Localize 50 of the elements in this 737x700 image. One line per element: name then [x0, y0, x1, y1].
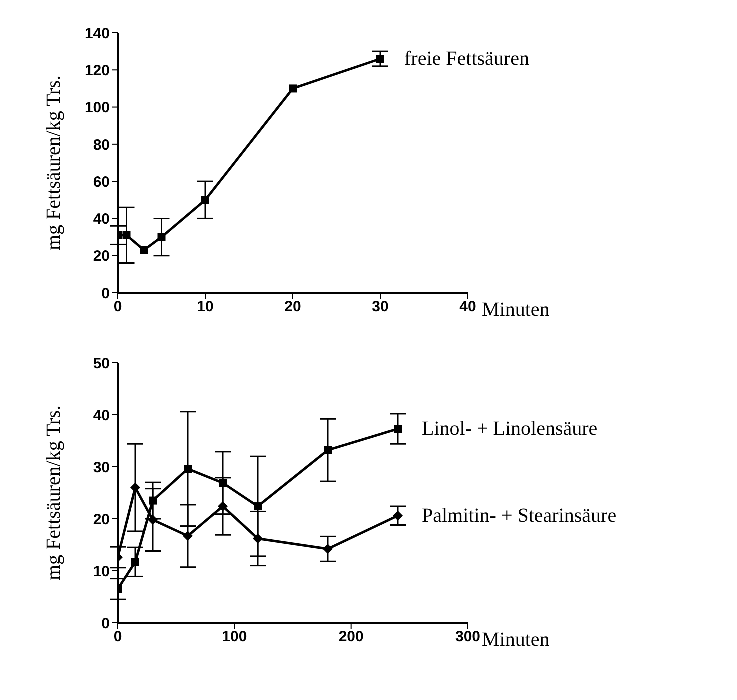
x-axis-title: Minuten [482, 629, 550, 651]
point [394, 425, 402, 434]
y-tick-label: 50 [93, 355, 110, 372]
y-tick-label: 20 [93, 511, 110, 528]
x-axis-title: Minuten [482, 299, 550, 321]
y-tick-label: 40 [93, 407, 110, 424]
x-tick-label: 0 [114, 298, 122, 316]
y-axis-title: mg Fettsäuren/kg Trs. [43, 405, 66, 581]
point [253, 534, 263, 544]
y-tick-label: 100 [84, 100, 110, 117]
y-tick-label: 0 [102, 615, 110, 632]
point [148, 515, 158, 526]
point [132, 558, 140, 566]
point [122, 231, 131, 240]
series-label: freie Fettsäuren [404, 48, 530, 70]
x-tick-label: 40 [460, 298, 476, 316]
point [140, 246, 148, 254]
series-label: Palmitin- + Stearinsäure [422, 504, 617, 527]
point [130, 482, 140, 493]
y-tick-label: 60 [93, 174, 110, 191]
point [289, 84, 297, 93]
point [202, 196, 210, 204]
y-tick-label: 10 [93, 563, 110, 580]
point [219, 479, 227, 488]
x-tick-label: 300 [455, 628, 481, 646]
y-tick-label: 20 [93, 248, 110, 266]
y-tick-label: 140 [84, 25, 110, 42]
point [184, 465, 192, 474]
y-tick-label: 120 [84, 62, 110, 80]
x-tick-label: 200 [338, 628, 364, 646]
point [376, 55, 384, 63]
point [183, 531, 193, 542]
x-tick-label: 30 [372, 298, 389, 316]
x-tick-label: 100 [222, 628, 248, 646]
x-tick-label: 0 [114, 628, 122, 646]
point [324, 446, 332, 454]
point [149, 496, 157, 505]
y-tick-label: 0 [102, 285, 110, 302]
point [393, 510, 403, 521]
point [218, 502, 228, 512]
y-tick-label: 40 [93, 211, 110, 228]
point [323, 544, 333, 554]
series-label: Linol- + Linolensäure [422, 418, 598, 440]
point [158, 233, 166, 242]
y-axis-title: mg Fettsäuren/kg Trs. [43, 75, 66, 251]
x-tick-label: 20 [284, 298, 302, 316]
y-tick-label: 30 [93, 459, 110, 476]
y-tick-label: 80 [93, 136, 110, 154]
x-tick-label: 10 [197, 298, 214, 316]
point [254, 502, 262, 511]
